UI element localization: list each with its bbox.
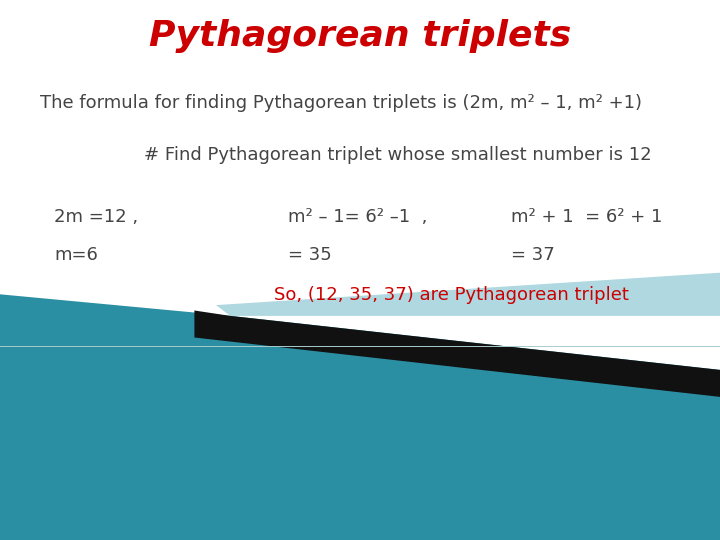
Text: # Find Pythagorean triplet whose smallest number is 12: # Find Pythagorean triplet whose smalles…	[144, 146, 652, 164]
Polygon shape	[194, 310, 720, 397]
Text: 2m =12 ,: 2m =12 ,	[54, 208, 138, 226]
Text: = 35: = 35	[288, 246, 332, 264]
Polygon shape	[0, 294, 720, 540]
Text: m² + 1  = 6² + 1: m² + 1 = 6² + 1	[511, 208, 662, 226]
Polygon shape	[216, 273, 720, 316]
Text: So, (12, 35, 37) are Pythagorean triplet: So, (12, 35, 37) are Pythagorean triplet	[274, 286, 629, 304]
Text: m² – 1= 6² –1  ,: m² – 1= 6² –1 ,	[288, 208, 428, 226]
Text: Pythagorean triplets: Pythagorean triplets	[149, 19, 571, 53]
Text: The formula for finding Pythagorean triplets is (2m, m² – 1, m² +1): The formula for finding Pythagorean trip…	[40, 94, 642, 112]
Text: m=6: m=6	[54, 246, 98, 264]
Text: = 37: = 37	[511, 246, 555, 264]
